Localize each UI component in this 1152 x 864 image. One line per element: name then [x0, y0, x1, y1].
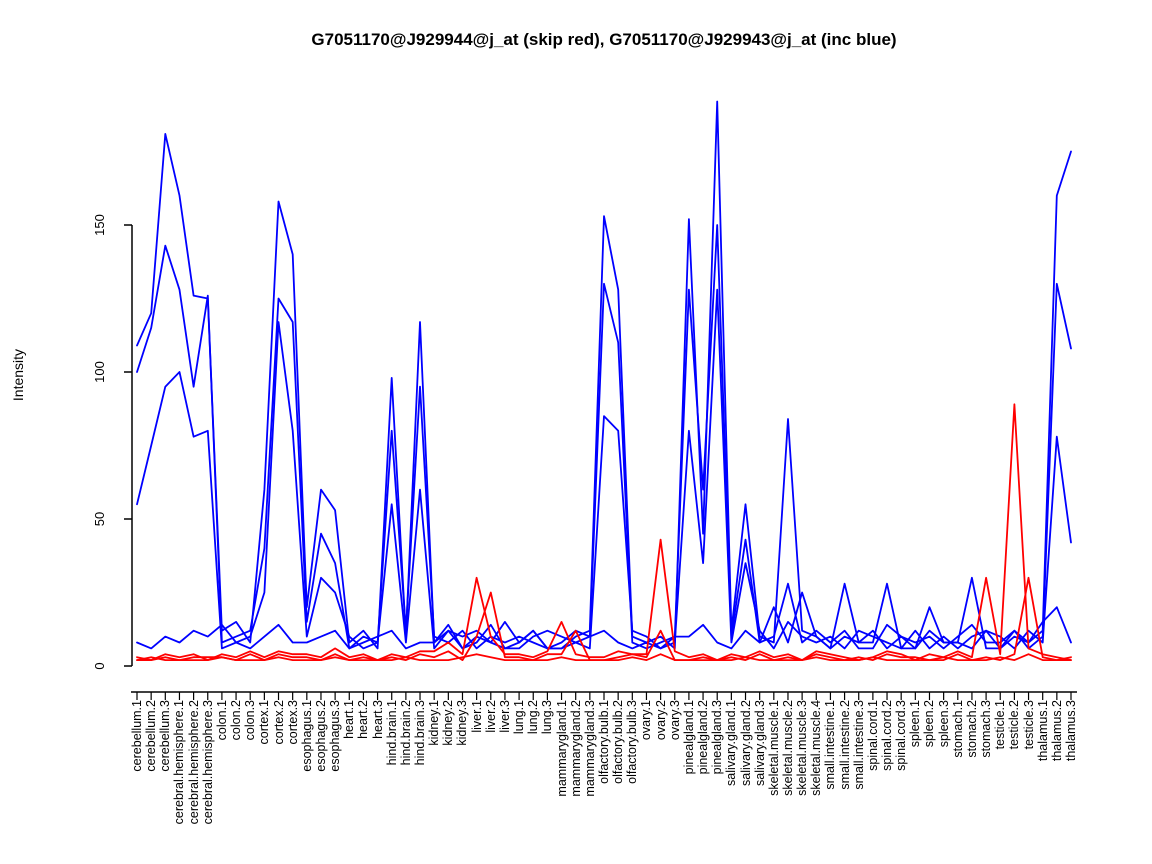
- x-tick-label: heart.2: [356, 700, 371, 739]
- x-tick-label: testicle.3: [1021, 700, 1036, 750]
- x-tick-label: ovary.3: [667, 700, 682, 741]
- x-tick-label: testicle.2: [1007, 700, 1022, 750]
- x-tick-label: small.intestine.2: [837, 700, 852, 790]
- x-tick-label: testicle.1: [993, 700, 1008, 750]
- x-tick-label: pinealgland.2: [696, 700, 711, 775]
- x-tick-label: mammarygland.1: [554, 700, 569, 797]
- x-tick-label: esophagus.2: [313, 700, 328, 772]
- chart-title: G7051170@J929944@j_at (skip red), G70511…: [311, 30, 897, 49]
- x-tick-label: kidney.1: [427, 700, 442, 746]
- x-tick-label: skeletal.muscle.2: [780, 700, 795, 796]
- x-tick-label: cortex.3: [285, 700, 300, 745]
- x-tick-label: salivary.gland.2: [738, 700, 753, 786]
- x-tick-label: thalamus.2: [1049, 700, 1064, 762]
- y-tick-label: 0: [92, 662, 107, 670]
- x-tick-label: cerebellum.2: [144, 700, 159, 772]
- x-tick-label: hind.brain.2: [398, 700, 413, 766]
- x-tick-label: colon.1: [214, 700, 229, 741]
- x-tick-label: lung.1: [512, 700, 527, 735]
- x-tick-label: salivary.gland.1: [724, 700, 739, 786]
- x-tick-label: spinal.cord.1: [865, 700, 880, 771]
- x-tick-label: heart.1: [342, 700, 357, 739]
- series-line-blue-3: [136, 288, 1072, 650]
- x-tick-label: spinal.cord.2: [880, 700, 895, 771]
- x-tick-label: stomach.3: [979, 700, 994, 758]
- x-tick-label: skeletal.muscle.3: [795, 700, 810, 796]
- x-tick-label: thalamus.3: [1064, 700, 1078, 762]
- x-tick-label: pinealgland.3: [710, 700, 725, 775]
- x-tick-label: lung.3: [540, 700, 555, 735]
- x-tick-label: hind.brain.3: [413, 700, 428, 766]
- x-tick-label: liver.1: [469, 700, 484, 733]
- x-tick-label: colon.2: [229, 700, 244, 741]
- x-tick-label: olfactory.bulb.1: [597, 700, 611, 784]
- x-tick-label: cortex.2: [271, 700, 286, 745]
- x-tick-label: cerebral.hemisphere.2: [186, 700, 201, 825]
- x-tick-label: heart.3: [370, 700, 385, 739]
- x-tick-label: spleen.2: [922, 700, 937, 748]
- x-tick-label: thalamus.1: [1035, 700, 1050, 762]
- x-tick-label: liver.2: [483, 700, 498, 733]
- x-tick-label: lung.2: [526, 700, 541, 735]
- x-tick-label: spinal.cord.3: [894, 700, 909, 771]
- x-tick-label: pinealgland.1: [681, 700, 696, 775]
- x-tick-label: hind.brain.1: [384, 700, 399, 766]
- x-tick-label: esophagus.1: [299, 700, 314, 772]
- x-tick-label: cerebral.hemisphere.1: [172, 700, 187, 825]
- x-tick-label: skeletal.muscle.4: [809, 700, 824, 796]
- x-tick-label: kidney.2: [441, 700, 456, 746]
- series-line-blue-4: [136, 582, 1072, 650]
- x-tick-label: mammarygland.3: [582, 700, 597, 797]
- x-tick-label: small.intestine.3: [851, 700, 866, 790]
- x-tick-label: olfactory.bulb.3: [625, 700, 640, 784]
- x-tick-label: cerebellum.3: [158, 700, 173, 772]
- x-tick-label: cortex.1: [257, 700, 272, 745]
- x-tick-label: ovary.2: [653, 700, 668, 741]
- x-tick-label: spleen.1: [908, 700, 923, 748]
- x-tick-label: colon.3: [243, 700, 258, 741]
- series-line-red-1: [136, 403, 1072, 661]
- x-tick-label: stomach.1: [950, 700, 965, 758]
- y-tick-label: 100: [92, 361, 107, 383]
- x-tick-label: olfactory.bulb.2: [611, 700, 626, 784]
- x-tick-label: kidney.3: [455, 700, 470, 746]
- x-tick-label: salivary.gland.3: [752, 700, 767, 786]
- x-tick-label: stomach.2: [964, 700, 979, 758]
- x-tick-label: ovary.1: [639, 700, 654, 741]
- x-tick-label: skeletal.muscle.1: [766, 700, 781, 796]
- x-tick-label: cerebellum.1: [130, 700, 144, 772]
- x-tick-label: liver.3: [497, 700, 512, 733]
- y-tick-label: 50: [92, 511, 107, 527]
- y-tick-label: 150: [92, 214, 107, 236]
- x-tick-label: mammarygland.2: [568, 700, 583, 797]
- x-tick-label: esophagus.3: [328, 700, 343, 772]
- x-tick-label: small.intestine.1: [823, 700, 838, 790]
- series-line-blue-1: [136, 100, 1072, 650]
- series-line-red-3: [136, 653, 1072, 661]
- x-tick-label: cerebral.hemisphere.3: [200, 700, 215, 825]
- series-line-blue-2: [136, 224, 1072, 650]
- x-tick-label: spleen.3: [936, 700, 951, 748]
